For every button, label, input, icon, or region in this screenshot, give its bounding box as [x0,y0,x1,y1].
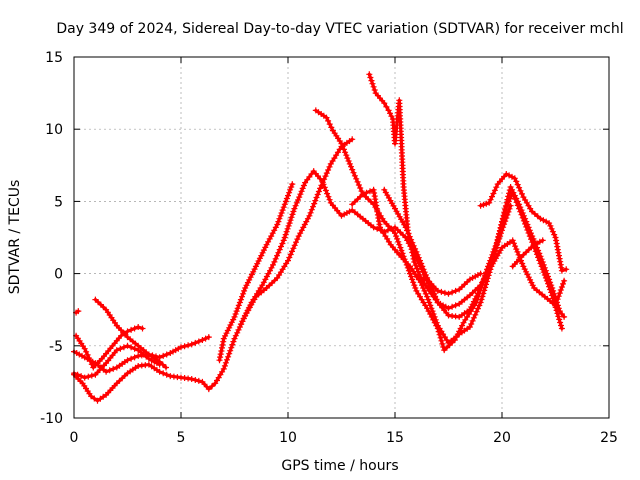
series-point-markers [509,237,546,270]
series-point-markers [216,181,296,364]
series-group [71,71,570,404]
series-15 [413,270,484,297]
y-tick-label: 10 [45,122,63,138]
y-tick-label: -10 [40,411,63,427]
series-5 [92,296,169,371]
x-tick-label: 10 [279,430,297,446]
chart-title: Day 349 of 2024, Sidereal Day-to-day VTE… [56,21,623,37]
series-point-markers [477,171,570,274]
x-axis-label: GPS time / hours [281,458,398,474]
x-tick-label: 0 [70,430,79,446]
y-tick-label: 0 [54,267,63,283]
series-4 [73,308,82,316]
x-tick-label: 15 [386,430,404,446]
x-tick-label: 5 [177,430,186,446]
y-axis-label: SDTVAR / TECUs [7,180,23,295]
series-14 [509,237,546,270]
x-tick-label: 20 [493,430,511,446]
y-tick-label: -5 [49,339,63,355]
series-13 [477,171,570,274]
x-tick-label: 25 [600,430,618,446]
axis-ticks: 0 5 10 15 20 25 -10 -5 0 5 10 15 [40,50,618,446]
y-tick-label: 5 [54,194,63,210]
y-tick-label: 15 [45,50,63,66]
series-point-markers [413,270,484,297]
series-11 [349,184,568,346]
series-6 [71,342,163,381]
series-point-markers [349,184,568,346]
series-point-markers [73,308,82,316]
series-point-markers [92,296,169,371]
plot-frame [73,56,610,419]
series-7 [216,181,296,364]
